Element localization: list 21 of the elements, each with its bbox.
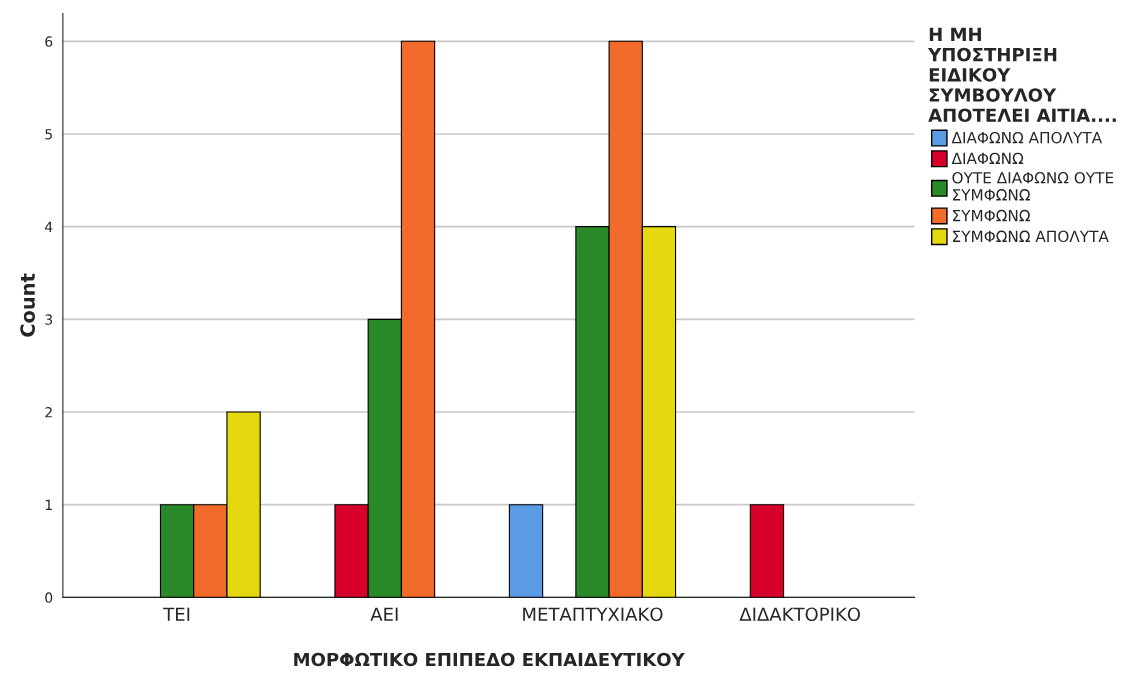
legend-label: ΣΥΜΦΩΝΩ [953,209,1030,222]
y-tick-label: 1 [45,499,52,510]
y-tick-label: 6 [45,36,53,47]
y-tick-label: 5 [45,129,52,140]
legend-label: ΔΙΑΦΩΝΩ ΑΠΟΛΥΤΑ [951,131,1103,144]
bar [508,504,544,598]
legend-label: ΔΙΑΦΩΝΩ [951,152,1024,164]
x-tick-label: ΑΕΙ [370,607,398,621]
y-tick-label: 2 [45,406,52,418]
y-axis-title: Count [20,273,35,337]
x-axis-title: ΜΟΡΦΩΤΙΚΟ ΕΠΙΠΕΔΟ ΕΚΠΑΙΔΕΥΤΙΚΟΥ [294,652,685,667]
x-tick-label: ΜΕΤΑΠΤΥΧΙΑΚΟ [523,607,663,622]
legend-title: Η ΜΗ ΥΠΟΣΤΗΡΙΞΗ ΕΙΔΙΚΟΥ ΣΥΜΒΟΥΛΟΥ ΑΠΟΤΕΛΕΙ ΑΙΤΙΑ.... [927,27,1116,123]
legend-label: ΟΥΤΕ ΔΙΑΦΩΝΩ ΟΥΤΕ ΣΥΜΦΩΝΩ [952,171,1114,201]
x-tick-label: ΔΙΔΑΚΤΟΡΙΚΟ [739,607,861,622]
y-tick-label: 3 [45,314,53,325]
y-tick-label: 0 [45,592,53,603]
x-tick-label: ΤΕΙ [163,607,190,621]
y-tick-label: 4 [44,221,53,232]
bar [749,504,785,598]
legend-label: ΣΥΜΦΩΝΩ ΑΠΟΛΥΤΑ [953,230,1109,243]
